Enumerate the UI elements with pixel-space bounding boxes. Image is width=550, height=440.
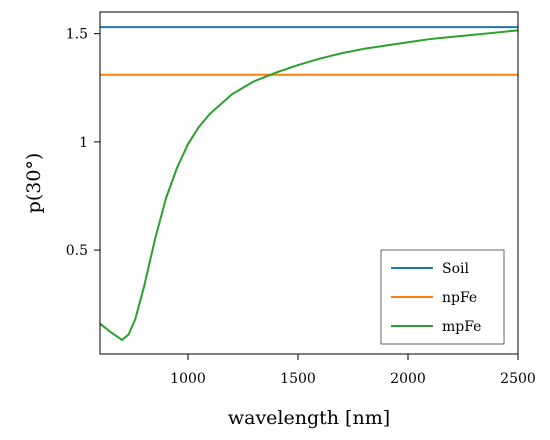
legend-label-npfe: npFe xyxy=(442,290,477,306)
series-line-mpfe xyxy=(99,29,519,341)
x-tick-label: 2500 xyxy=(500,371,536,387)
y-tick-label: 1.5 xyxy=(66,27,88,43)
x-tick-label: 2000 xyxy=(390,371,426,387)
y-axis: 0.5 1 1.5 xyxy=(66,27,100,259)
y-tick-label: 0.5 xyxy=(66,243,88,259)
y-tick-label: 1 xyxy=(79,135,88,151)
x-axis: 1000 1500 2000 2500 xyxy=(170,354,536,387)
legend-label-mpfe: mpFe xyxy=(442,319,481,335)
plot-frame xyxy=(99,11,519,355)
plot-area xyxy=(99,26,519,341)
x-axis-label: wavelength [nm] xyxy=(228,407,390,429)
x-tick-label: 1000 xyxy=(170,371,206,387)
legend: Soil npFe mpFe xyxy=(380,249,505,345)
y-axis-label: p(30°) xyxy=(23,153,45,214)
x-tick-label: 1500 xyxy=(280,371,316,387)
legend-label-soil: Soil xyxy=(442,261,469,277)
